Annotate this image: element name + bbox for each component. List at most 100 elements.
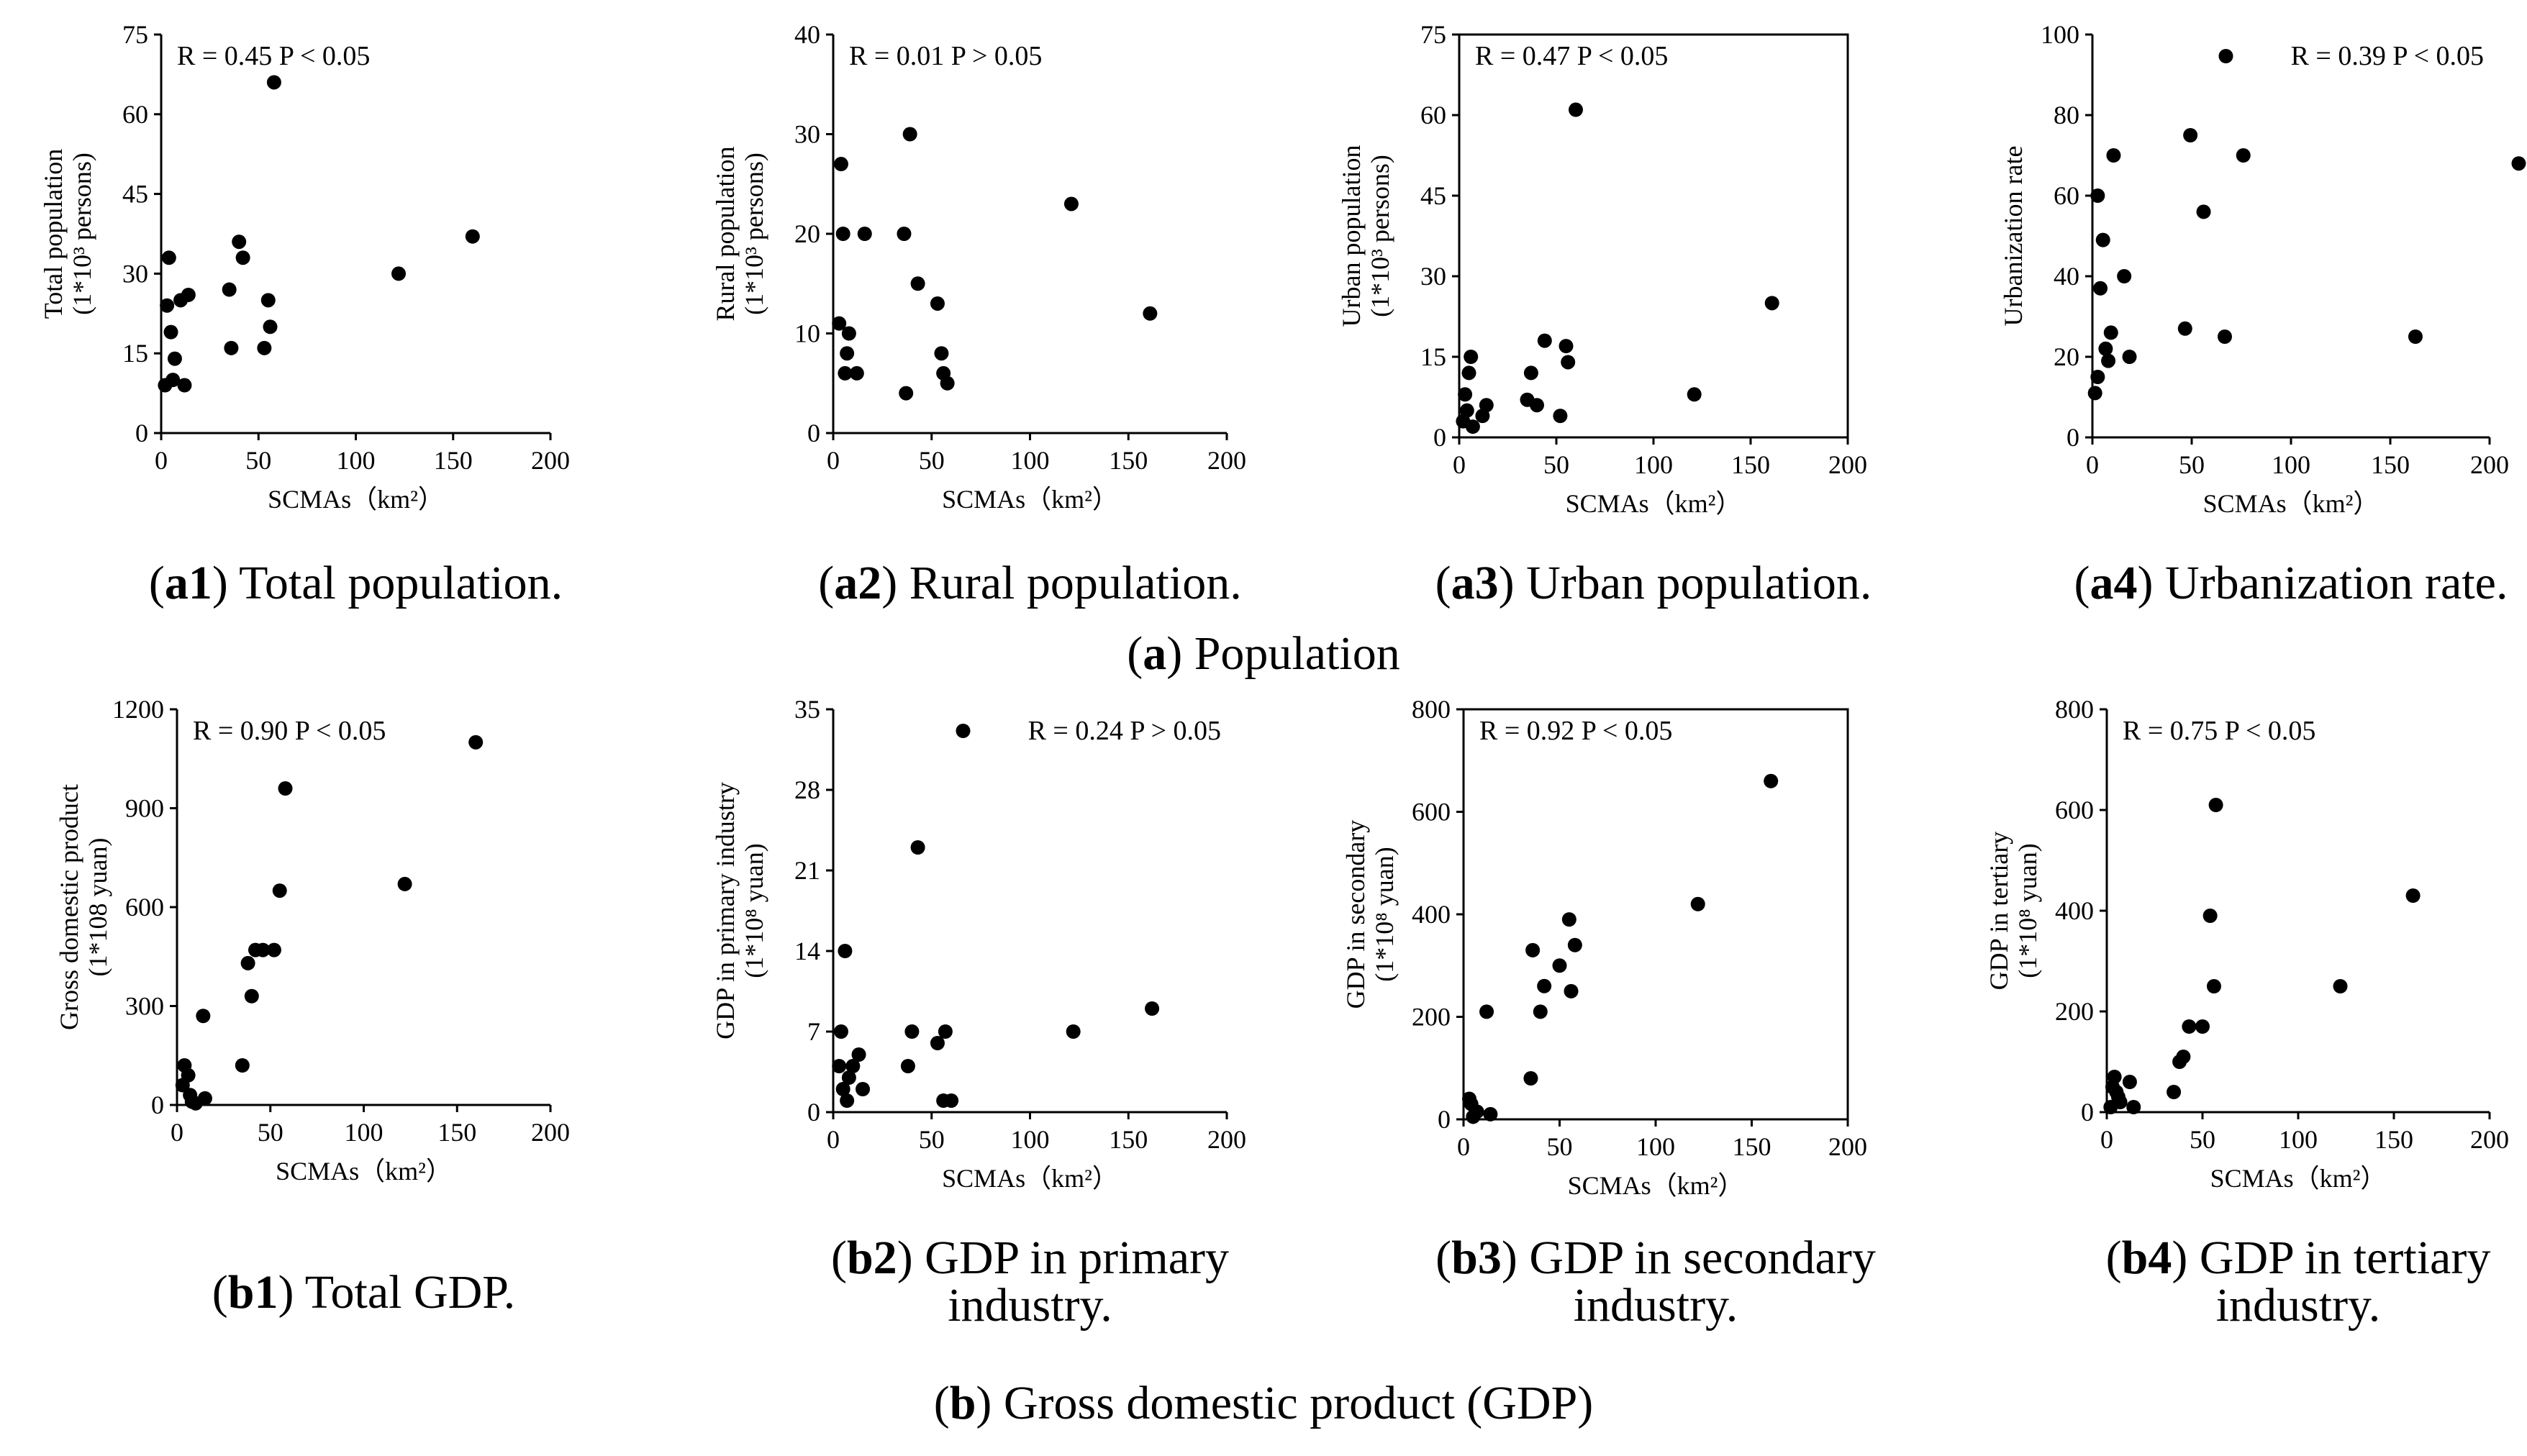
a4-data-point [2408,329,2423,344]
chart-a2: 0 10 20 30 40 0 50 100 150 200 SCMAs（km²） Rural pop… [711,20,1246,609]
a1-correlation-annotation: R = 0.45 P < 0.05 [177,41,370,71]
a3-caption-text: ) Urban population. [1499,557,1872,609]
a3-y-tick-label: 60 [1420,101,1446,129]
b2-data-point [938,1024,953,1039]
a4-caption-letter: a4 [2090,557,2138,609]
a1-data-point [232,235,247,250]
a2-x-tick-label: 50 [919,446,945,475]
b4-x-tick-label: 100 [2279,1125,2318,1154]
b2-data-point [845,1059,861,1073]
b3-caption-letter: b3 [1451,1232,1502,1284]
a3-y-tick-label: 15 [1420,342,1446,371]
a3-data-point [1464,350,1479,364]
a1-y-axis-label: (1*10³ persons) [68,153,96,315]
b3-data-point [1483,1106,1498,1121]
a3-x-tick-label: 150 [1731,450,1770,479]
b2-caption-line: industry. [948,1279,1112,1332]
a2-x-tick-label: 150 [1109,446,1148,475]
b3-caption-text: ) GDP in secondary [1502,1232,1876,1284]
b3-data-point [1523,1071,1538,1086]
b2-data-point [944,1093,959,1108]
a4-caption-text: ) Urbanization rate. [2138,557,2508,609]
b2-data-point [840,1093,855,1108]
a1-x-tick-label: 0 [155,446,168,475]
b2-caption-open-paren: ( [831,1232,847,1284]
b4-data-point [2176,1050,2191,1064]
b1-data-point [266,942,281,957]
a2-data-point [1063,196,1079,211]
b4-data-point [2167,1085,2182,1099]
a2-data-point [833,157,848,172]
a3-data-point [1458,387,1473,402]
a4-caption-line: (a4) Urbanization rate. [2074,557,2508,609]
a1-data-point [224,340,239,355]
b4-data-point [2195,1019,2210,1034]
b1-caption-line: (b1) Total GDP. [212,1266,515,1319]
b2-x-tick-label: 100 [1011,1125,1050,1154]
b1-y-tick-label: 0 [151,1091,164,1119]
b1-y-tick-label: 1200 [112,695,164,724]
b4-data-point [2122,1075,2137,1089]
a3-x-tick-label: 200 [1828,450,1867,479]
b2-x-tick-label: 50 [919,1125,945,1154]
b3-caption-line: (b3) GDP in secondary [1435,1232,1876,1284]
b2-y-tick-label: 7 [807,1017,820,1046]
b2-data-point [841,1070,856,1085]
a4-data-point [2236,148,2251,163]
a4-data-point [2183,128,2198,142]
a2-y-tick-label: 40 [794,20,820,49]
b1-data-point [244,988,259,1004]
b3-data-point [1567,937,1582,952]
a4-data-point [2511,156,2526,171]
b4-caption-letter: b4 [2122,1232,2172,1284]
a4-y-tick-label: 60 [2054,181,2079,210]
a2-y-axis-label: (1*10³ persons) [740,153,768,315]
b4-y-axis-label: (1*10⁸ yuan) [2013,843,2042,978]
a1-data-point [260,293,276,308]
a4-data-point [2095,232,2110,247]
a2-y-tick-label: 0 [807,419,820,447]
b4-data-point [2113,1095,2128,1109]
b4-y-tick-label: 600 [2055,796,2094,824]
b4-data-point [2333,979,2348,993]
a1-data-point [163,324,178,340]
a2-caption-letter: a2 [834,557,881,609]
a2-y-tick-label: 30 [794,120,820,149]
chart-a4: 0 20 40 60 80 100 0 50 100 150 200 SCMAs（km²） Urbani… [1999,20,2526,609]
chart-b1: 0 300 600 900 1200 0 50 100 150 200 SCMAs（km²） Gros… [55,695,570,1319]
b2-data-point [851,1047,866,1062]
b2-legend-marker [956,724,971,738]
b4-y-axis-label: GDP in tertiary [1984,832,2013,991]
a2-data-point [934,346,949,361]
b2-caption-text: ) GDP in primary [897,1232,1229,1284]
chart-b4: 0 200 400 600 800 0 50 100 150 200 SCMAs（km²） GDP i… [1984,695,2509,1332]
b2-correlation-annotation: R = 0.24 P > 0.05 [1028,716,1221,746]
b3-correlation-annotation: R = 0.92 P < 0.05 [1479,716,1672,746]
a2-correlation-annotation: R = 0.01 P > 0.05 [849,41,1042,71]
a3-y-tick-label: 30 [1420,262,1446,291]
b2-data-point [1145,1001,1160,1016]
chart-a1: 0 15 30 45 60 75 0 50 100 150 200 SCMAs（km²） Total p… [39,20,570,609]
b1-caption-open-paren: ( [212,1266,228,1319]
b3-x-tick-label: 50 [1547,1132,1573,1161]
a1-y-tick-label: 45 [122,180,148,209]
a4-data-point [2101,353,2116,368]
a2-data-point [838,365,853,381]
a4-x-tick-label: 200 [2470,450,2509,479]
a3-data-point [1764,296,1779,311]
a3-data-point [1523,365,1538,381]
b4-y-tick-label: 800 [2055,695,2094,724]
b3-plot-frame [1462,708,1849,1121]
group-a-caption-text: ) Population [1166,627,1400,680]
a4-y-tick-label: 20 [2054,342,2079,371]
b1-data-point [181,1068,196,1083]
b2-data-point [900,1059,915,1073]
a1-data-point [391,266,407,281]
chart-a3: 0 15 30 45 60 75 0 50 100 150 200 SCMAs（km²） Urban p… [1337,20,1872,609]
b1-data-point [272,883,287,898]
b1-y-tick-label: 900 [125,794,164,823]
a1-x-axis-label: SCMAs（km²） [268,485,444,514]
a3-y-tick-label: 75 [1420,20,1446,49]
b4-y-tick-label: 200 [2055,997,2094,1026]
b1-data-point [235,1058,250,1073]
